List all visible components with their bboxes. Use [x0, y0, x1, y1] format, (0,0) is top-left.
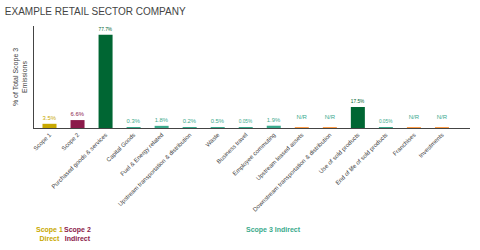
- svg-text:77.7%: 77.7%: [99, 27, 113, 32]
- svg-text:0.3%: 0.3%: [127, 118, 140, 124]
- svg-text:Scope 1Direct: Scope 1Direct: [36, 226, 63, 242]
- svg-text:0.05%: 0.05%: [379, 119, 393, 124]
- svg-text:1.9%: 1.9%: [267, 117, 280, 123]
- svg-text:Scope 3 Indirect: Scope 3 Indirect: [246, 226, 301, 234]
- svg-text:N/R: N/R: [409, 114, 420, 120]
- svg-text:Purchased goods & services: Purchased goods & services: [50, 132, 108, 190]
- svg-text:Scope 2: Scope 2: [61, 131, 81, 151]
- svg-text:0.5%: 0.5%: [211, 118, 224, 124]
- svg-text:N/R: N/R: [437, 114, 448, 120]
- svg-text:Investments: Investments: [418, 132, 445, 159]
- svg-text:Franchises: Franchises: [392, 132, 417, 157]
- svg-text:6.6%: 6.6%: [71, 111, 84, 117]
- svg-text:0.05%: 0.05%: [239, 119, 253, 124]
- svg-text:Use of sold products: Use of sold products: [318, 132, 361, 175]
- svg-text:3.5%: 3.5%: [43, 115, 56, 121]
- svg-text:1.8%: 1.8%: [155, 117, 168, 123]
- svg-text:Upstream transportation & dist: Upstream transportation & distribution: [117, 132, 192, 207]
- svg-text:17.5%: 17.5%: [351, 99, 365, 104]
- svg-text:Scope 1: Scope 1: [33, 131, 53, 151]
- svg-text:End of life of sold products: End of life of sold products: [334, 132, 388, 186]
- svg-text:Business travel: Business travel: [216, 132, 249, 165]
- svg-text:Downstream transportation & di: Downstream transportation & distribution: [252, 132, 333, 213]
- svg-text:N/R: N/R: [297, 114, 308, 120]
- svg-text:Scope 2Indirect: Scope 2Indirect: [64, 226, 91, 242]
- svg-text:Fuel & Energy related: Fuel & Energy related: [119, 132, 164, 177]
- svg-text:Employee commuting: Employee commuting: [232, 132, 277, 177]
- svg-text:Waste: Waste: [204, 131, 221, 148]
- svg-text:N/R: N/R: [325, 114, 336, 120]
- svg-text:Upstream leased assets: Upstream leased assets: [255, 132, 305, 182]
- svg-text:0.2%: 0.2%: [183, 118, 196, 124]
- svg-text:% of Total Scope 3Emissions: % of Total Scope 3Emissions: [12, 48, 28, 106]
- svg-text:Capital Goods: Capital Goods: [105, 132, 136, 163]
- svg-text:EXAMPLE RETAIL SECTOR COMPANY: EXAMPLE RETAIL SECTOR COMPANY: [5, 6, 186, 17]
